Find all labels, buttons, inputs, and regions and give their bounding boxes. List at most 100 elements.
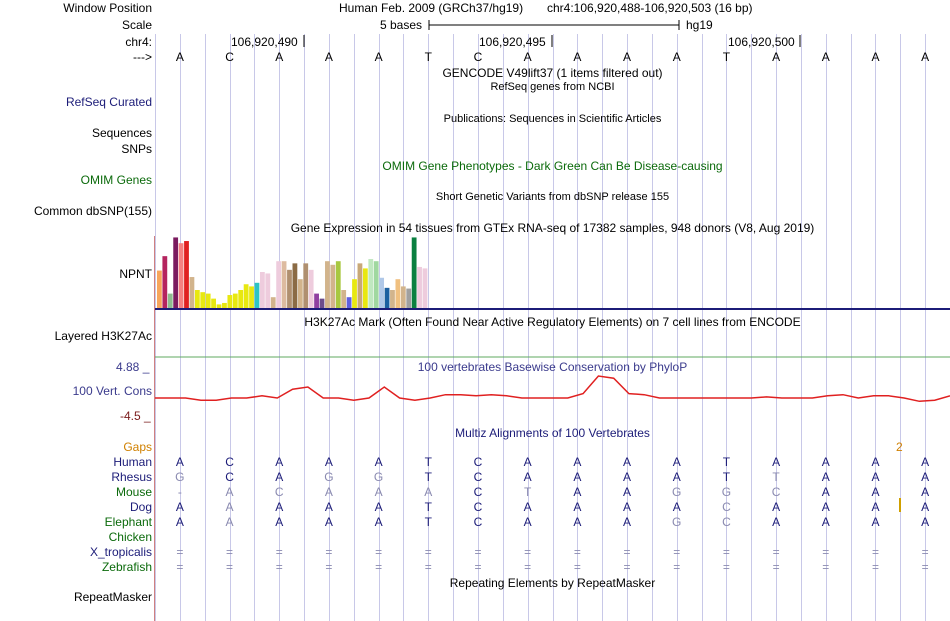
gtex-tissue-bar[interactable] (157, 270, 162, 308)
alignment-base: C (771, 485, 781, 499)
alignment-base: A (871, 470, 880, 484)
refseq-label[interactable]: RefSeq Curated (65, 95, 152, 109)
gtex-tissue-bar[interactable] (384, 287, 390, 308)
gtex-tissue-bar[interactable] (362, 268, 368, 308)
gtex-tissue-bar[interactable] (292, 263, 298, 308)
gtex-tissue-bar[interactable] (254, 282, 260, 308)
species-label[interactable]: X_tropicalis (89, 545, 152, 559)
publications-title: Publications: Sequences in Scientific Ar… (443, 113, 662, 125)
gtex-tissue-bar[interactable] (216, 304, 222, 308)
gtex-tissue-bar[interactable] (270, 297, 276, 308)
gtex-tissue-bar[interactable] (352, 279, 357, 308)
alignment-base: A (324, 500, 333, 514)
sequences-label[interactable]: Sequences (91, 126, 152, 140)
alignment-base: = (325, 560, 333, 574)
gtex-tissue-bar[interactable] (287, 269, 292, 308)
base: A (175, 50, 184, 64)
gtex-tissue-bar[interactable] (173, 237, 179, 308)
gtex-tissue-bar[interactable] (368, 259, 374, 308)
gaps-label[interactable]: Gaps (123, 440, 152, 454)
alignment-base: T (424, 470, 432, 484)
gtex-tissue-bar[interactable] (297, 279, 303, 308)
gtex-tissue-bar[interactable] (227, 295, 233, 308)
window-position-value[interactable]: chr4:106,920,488-106,920,503 (16 bp) (547, 1, 753, 15)
alignment-base: C (225, 470, 234, 484)
gtex-tissue-bar[interactable] (211, 298, 216, 308)
phylop-label[interactable]: 100 Vert. Cons (72, 384, 152, 398)
gtex-tissue-bar[interactable] (232, 293, 238, 308)
gtex-tissue-bar[interactable] (395, 279, 401, 308)
dbsnp-label[interactable]: Common dbSNP(155) (33, 204, 152, 218)
gtex-gene-label[interactable]: NPNT (119, 267, 152, 281)
gtex-tissue-bar[interactable] (411, 237, 417, 308)
gtex-tissue-bar[interactable] (341, 290, 347, 308)
gtex-tissue-bar[interactable] (346, 297, 352, 308)
gencode-title[interactable]: GENCODE V49lift37 (1 items filtered out) (442, 66, 663, 80)
base: A (275, 50, 284, 64)
scale-label: Scale (121, 18, 152, 32)
gtex-tissue-bar[interactable] (222, 302, 227, 308)
gtex-tissue-bar[interactable] (249, 286, 254, 308)
omim-label[interactable]: OMIM Genes (80, 173, 152, 187)
gtex-tissue-bar[interactable] (259, 272, 265, 308)
gtex-tissue-bar[interactable] (406, 288, 412, 308)
gtex-tissue-bar[interactable] (357, 263, 363, 308)
gtex-tissue-bar[interactable] (205, 293, 211, 308)
gtex-baseline (155, 308, 950, 310)
alignment-base: A (921, 470, 930, 484)
gtex-tissue-bar[interactable] (178, 243, 184, 308)
gtex-tissue-bar[interactable] (314, 293, 319, 308)
chr-label: chr4: (125, 35, 152, 49)
gtex-tissue-bar[interactable] (319, 298, 325, 308)
species-label[interactable]: Rhesus (111, 470, 152, 484)
gtex-tissue-bar[interactable] (167, 293, 173, 308)
alignment-base: A (821, 485, 830, 499)
gtex-tissue-bar[interactable] (194, 290, 200, 308)
h3k27ac-label[interactable]: Layered H3K27Ac (54, 329, 152, 343)
gtex-tissue-bar[interactable] (335, 261, 341, 308)
snps-label[interactable]: SNPs (121, 142, 152, 156)
multiz-title: Multiz Alignments of 100 Vertebrates (455, 426, 650, 440)
gtex-tissue-bar[interactable] (243, 284, 249, 308)
gtex-tissue-bar[interactable] (308, 269, 314, 308)
gtex-tissue-bar[interactable] (325, 261, 330, 308)
gtex-tissue-bar[interactable] (184, 241, 189, 308)
alignment-base: C (473, 485, 483, 499)
species-label[interactable]: Chicken (108, 530, 152, 544)
species-label[interactable]: Zebrafish (101, 560, 152, 574)
alignment-base: = (524, 545, 532, 559)
repeatmasker-label[interactable]: RepeatMasker (73, 590, 152, 604)
gtex-tissue-bar[interactable] (281, 261, 287, 308)
alignment-base: A (523, 455, 532, 469)
species-label[interactable]: Mouse (115, 485, 152, 499)
species-label[interactable]: Elephant (104, 515, 152, 529)
alignment-base: T (424, 515, 432, 529)
gtex-tissue-bar[interactable] (189, 277, 195, 308)
gtex-tissue-bar[interactable] (417, 266, 422, 308)
species-label[interactable]: Dog (129, 500, 152, 514)
species-label[interactable]: Human (113, 455, 152, 469)
gtex-tissue-bar[interactable] (422, 268, 428, 308)
gtex-tissue-bar[interactable] (330, 264, 336, 308)
gtex-tissue-bar[interactable] (162, 256, 168, 308)
omim-title: OMIM Gene Phenotypes - Dark Green Can Be… (382, 159, 723, 173)
gtex-tissue-bar[interactable] (379, 277, 385, 308)
gtex-tissue-bar[interactable] (200, 292, 206, 308)
dbsnp-title: Short Genetic Variants from dbSNP releas… (435, 191, 670, 203)
gtex-tissue-bar[interactable] (400, 286, 406, 308)
alignment-base: = (524, 560, 532, 574)
gtex-tissue-bar[interactable] (238, 290, 244, 308)
alignment-base: A (623, 500, 632, 514)
gtex-tissue-bar[interactable] (276, 261, 282, 308)
alignment-base: A (175, 500, 184, 514)
gtex-expression-chart[interactable] (155, 234, 950, 312)
gtex-tissue-bar[interactable] (390, 290, 395, 308)
gtex-tissue-bar[interactable] (373, 261, 379, 308)
base: A (523, 50, 532, 64)
assembly-name: Human Feb. 2009 (GRCh37/hg19) (339, 1, 524, 15)
alignment-base: = (275, 545, 283, 559)
gaps-value: 2 (896, 440, 903, 454)
base: A (672, 50, 681, 64)
gtex-tissue-bar[interactable] (265, 273, 271, 308)
gtex-tissue-bar[interactable] (303, 263, 309, 308)
